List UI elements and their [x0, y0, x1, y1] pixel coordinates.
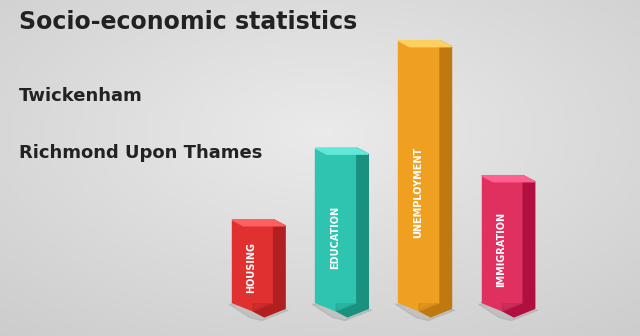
Text: Richmond Upon Thames: Richmond Upon Thames — [19, 144, 262, 163]
Text: UNEMPLOYMENT: UNEMPLOYMENT — [413, 147, 423, 238]
Polygon shape — [419, 302, 452, 317]
Polygon shape — [336, 302, 357, 311]
Polygon shape — [398, 41, 452, 47]
Polygon shape — [316, 302, 357, 311]
Polygon shape — [253, 302, 274, 311]
Polygon shape — [336, 302, 369, 317]
Polygon shape — [316, 148, 369, 154]
Polygon shape — [316, 148, 357, 302]
Polygon shape — [274, 220, 285, 308]
Polygon shape — [357, 148, 369, 308]
Text: EDUCATION: EDUCATION — [330, 206, 340, 269]
Text: Socio-economic statistics: Socio-economic statistics — [19, 10, 358, 34]
Polygon shape — [440, 41, 452, 308]
Polygon shape — [419, 302, 440, 311]
Polygon shape — [479, 304, 538, 321]
Polygon shape — [482, 176, 524, 302]
Polygon shape — [312, 304, 371, 321]
Polygon shape — [396, 304, 455, 321]
Polygon shape — [502, 302, 535, 317]
Polygon shape — [232, 220, 285, 226]
Text: HOUSING: HOUSING — [246, 242, 257, 293]
Polygon shape — [253, 302, 285, 317]
Polygon shape — [482, 302, 524, 311]
Polygon shape — [229, 304, 288, 321]
Polygon shape — [398, 302, 440, 311]
Polygon shape — [482, 176, 535, 182]
Polygon shape — [232, 302, 274, 311]
Polygon shape — [398, 41, 440, 302]
Polygon shape — [232, 220, 274, 302]
Polygon shape — [502, 302, 524, 311]
Text: IMMIGRATION: IMMIGRATION — [496, 212, 506, 287]
Polygon shape — [524, 176, 535, 308]
Text: Twickenham: Twickenham — [19, 87, 143, 106]
